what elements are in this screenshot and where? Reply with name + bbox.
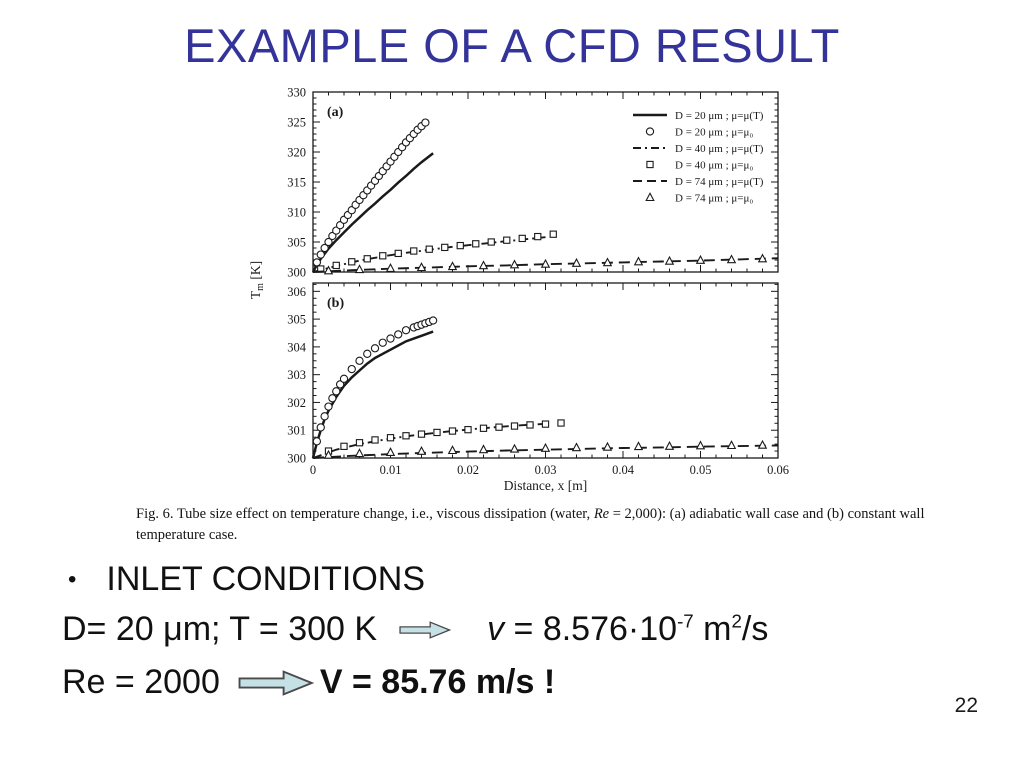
svg-text:D = 40 μm ; μ=μ₀: D = 40 μm ; μ=μ₀ bbox=[675, 160, 753, 172]
svg-text:(b): (b) bbox=[327, 296, 344, 311]
svg-text:305: 305 bbox=[287, 236, 306, 250]
svg-text:0.03: 0.03 bbox=[535, 463, 557, 477]
svg-text:303: 303 bbox=[287, 368, 306, 382]
reynolds-text: Re = 2000 bbox=[62, 663, 220, 701]
svg-text:301: 301 bbox=[287, 424, 306, 438]
temperature-distance-chart: 300 305 310 315 320 325 330 (a) D = 20 μm ; μ=μ(… bbox=[248, 86, 789, 494]
nu-exponent: -7 bbox=[677, 610, 694, 632]
svg-text:300: 300 bbox=[287, 452, 306, 466]
nu-symbol: v bbox=[487, 610, 505, 648]
svg-text:0.02: 0.02 bbox=[457, 463, 479, 477]
caption-text-post: = 2,000): (a) adiabatic wall case and (b… bbox=[136, 506, 925, 544]
svg-text:306: 306 bbox=[287, 285, 306, 299]
reynolds-line: Re = 2000 V = 85.76 m/s ! bbox=[62, 663, 555, 702]
svg-text:D = 74 μm ; μ=μ(T): D = 74 μm ; μ=μ(T) bbox=[675, 176, 764, 188]
svg-text:(a): (a) bbox=[327, 105, 344, 120]
svg-text:302: 302 bbox=[287, 396, 306, 410]
svg-text:300: 300 bbox=[287, 266, 306, 280]
svg-text:Distance, x [m]: Distance, x [m] bbox=[504, 478, 588, 493]
page-number: 22 bbox=[954, 694, 978, 717]
svg-text:305: 305 bbox=[287, 313, 306, 327]
inlet-conditions-heading: • INLET CONDITIONS bbox=[62, 560, 425, 599]
svg-text:0.05: 0.05 bbox=[690, 463, 712, 477]
svg-text:315: 315 bbox=[287, 176, 306, 190]
svg-text:320: 320 bbox=[287, 146, 306, 160]
bullet-icon: • bbox=[68, 566, 77, 593]
svg-text:325: 325 bbox=[287, 116, 306, 130]
svg-text:D = 20 μm ; μ=μ(T): D = 20 μm ; μ=μ(T) bbox=[675, 110, 764, 122]
caption-re-italic: Re bbox=[593, 506, 610, 522]
svg-text:D = 74 μm ; μ=μ₀: D = 74 μm ; μ=μ₀ bbox=[675, 193, 753, 205]
right-arrow-icon bbox=[238, 670, 315, 696]
svg-text:330: 330 bbox=[287, 86, 306, 100]
svg-text:0: 0 bbox=[310, 463, 316, 477]
svg-text:D = 20 μm ; μ=μ₀: D = 20 μm ; μ=μ₀ bbox=[675, 127, 753, 139]
svg-text:Tm [K]: Tm [K] bbox=[248, 261, 266, 299]
svg-text:D = 40 μm ; μ=μ(T): D = 40 μm ; μ=μ(T) bbox=[675, 143, 764, 155]
page-title: EXAMPLE OF A CFD RESULT bbox=[184, 19, 840, 72]
caption-text-pre: Fig. 6. Tube size effect on temperature … bbox=[136, 506, 594, 522]
svg-text:310: 310 bbox=[287, 206, 306, 220]
nu-units-m: m bbox=[693, 610, 732, 648]
nu-units-exp: 2 bbox=[731, 610, 742, 632]
nu-equation: = 8.576·10 bbox=[504, 610, 678, 648]
cfd-result-figure: 300 305 310 315 320 325 330 (a) D = 20 μm ; μ=μ(… bbox=[130, 80, 930, 550]
svg-text:0.06: 0.06 bbox=[767, 463, 789, 477]
right-arrow-icon bbox=[399, 621, 452, 639]
svg-text:0.01: 0.01 bbox=[380, 463, 402, 477]
svg-text:0.04: 0.04 bbox=[612, 463, 635, 477]
nu-units-end: /s bbox=[741, 610, 769, 648]
conditions-text: D= 20 μm; T = 300 K bbox=[62, 610, 378, 648]
svg-text:304: 304 bbox=[287, 340, 307, 354]
figure-caption: Fig. 6. Tube size effect on temperature … bbox=[136, 504, 928, 546]
velocity-result: V = 85.76 m/s ! bbox=[319, 663, 556, 701]
conditions-line: D= 20 μm; T = 300 K v = 8.576·10-7 m2/s bbox=[62, 610, 768, 649]
heading-text: INLET CONDITIONS bbox=[106, 560, 426, 598]
